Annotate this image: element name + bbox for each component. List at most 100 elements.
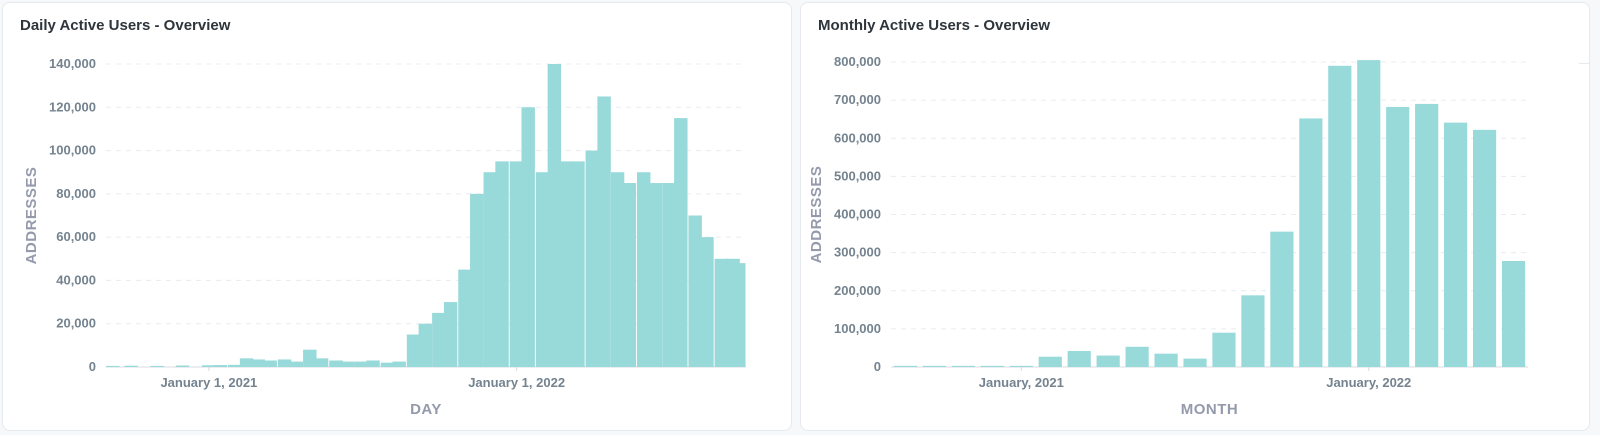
monthly-bar [1328,65,1352,367]
daily-bar [213,365,228,367]
card-edge [1579,63,1589,72]
monthly-bar [1241,295,1265,367]
monthly-active-users-card: Monthly Active Users - Overview 0 100,000… [800,2,1590,431]
daily-bar [124,365,138,367]
chart-title: Daily Active Users - Overview [20,17,231,34]
daily-bar [571,161,585,367]
monthly-bar [1270,231,1294,367]
daily-bar [228,364,242,367]
daily-bar [106,365,120,367]
daily-bar [263,360,277,367]
daily-bar [585,150,599,367]
x-tick-label: January 1, 2021 [160,375,257,390]
y-tick-label: 700,000 [834,92,881,107]
daily-bar [637,172,651,367]
daily-bar [521,107,535,368]
daily-bar [458,269,472,367]
monthly-bar [1067,350,1091,367]
monthly-bar [922,365,947,367]
y-tick-label: 500,000 [834,168,881,183]
daily-bar [277,359,292,367]
daily-bar [470,193,484,367]
y-tick-label: 0 [874,359,881,374]
daily-bar [674,118,688,367]
daily-bar [329,360,343,367]
monthly-bar [980,365,1004,367]
monthly-bar [1357,60,1381,367]
daily-bar [559,161,573,367]
y-tick-label: 40,000 [56,272,96,287]
daily-bar [341,361,355,367]
daily-bar [547,64,562,367]
daily-bar [406,334,421,367]
y-tick-label: 20,000 [56,316,96,331]
daily-bar [251,359,266,367]
daily-bar [150,365,164,367]
y-axis-label: ADDRESSES [23,167,40,265]
daily-bar [432,312,446,367]
daily-bar [610,172,625,367]
y-tick-label: 400,000 [834,207,881,222]
monthly-bar [1125,346,1149,367]
daily-bar [648,183,663,367]
monthly-bar [1501,261,1526,367]
monthly-bar [1415,103,1439,367]
daily-bar [495,161,509,367]
daily-bar [418,323,433,367]
monthly-bar [893,365,918,367]
y-tick-label: 100,000 [49,143,96,158]
daily-bar [700,237,714,367]
y-axis-label: ADDRESSES [808,166,825,264]
monthly-bar [1096,355,1120,367]
daily-bar [354,361,368,367]
daily-bar [392,361,406,367]
y-tick-label: 80,000 [56,186,96,201]
daily-active-users-chart: 0 20,000 40,000 60,000 80,000 100,000 120,000 1… [23,56,746,418]
daily-bar [175,365,190,367]
chart-title: Monthly Active Users - Overview [818,17,1051,34]
y-tick-label: 60,000 [56,229,96,244]
y-tick-label: 300,000 [834,245,881,260]
daily-bar [289,361,304,367]
x-axis-label: DAY [410,401,442,418]
daily-bar [483,172,497,367]
daily-bar [303,349,317,367]
daily-bar [597,96,611,367]
y-tick-label: 200,000 [834,283,881,298]
daily-active-users-card: Daily Active Users - Overview 0 20,000 40,… [2,2,792,431]
daily-bar [509,161,524,367]
y-tick-label: 0 [89,359,96,374]
monthly-bar [1444,122,1468,368]
x-tick-label: January, 2022 [1326,375,1411,390]
daily-bar [688,215,702,367]
y-tick-label: 140,000 [49,56,96,71]
x-axis-label: MONTH [1181,401,1239,418]
daily-bar [239,358,254,367]
y-tick-label: 600,000 [834,130,881,145]
daily-bar [366,360,380,367]
monthly-bar [1009,365,1033,367]
daily-bar [380,362,395,367]
monthly-bar [1299,118,1323,367]
monthly-bar [951,365,975,367]
y-tick-label: 800,000 [834,54,881,69]
x-tick-label: January, 2021 [979,375,1064,390]
daily-bar [535,172,550,367]
daily-bar [662,183,676,367]
daily-bar [622,183,637,367]
daily-bar [732,263,746,367]
y-tick-label: 120,000 [49,99,96,114]
monthly-bar [1212,332,1236,367]
x-tick-label: January 1, 2022 [468,375,565,390]
daily-bar [714,258,729,367]
monthly-active-users-chart: 0 100,000 200,000 300,000 400,000 500,000 600,… [808,54,1528,418]
monthly-bar [1183,358,1207,367]
y-tick-label: 100,000 [834,321,881,336]
monthly-bar [1472,129,1497,367]
daily-bar [201,365,216,367]
monthly-bar [1386,106,1410,368]
daily-bar [443,302,458,367]
daily-bar [314,358,329,367]
monthly-bar [1038,356,1062,367]
monthly-bar [1154,353,1178,367]
